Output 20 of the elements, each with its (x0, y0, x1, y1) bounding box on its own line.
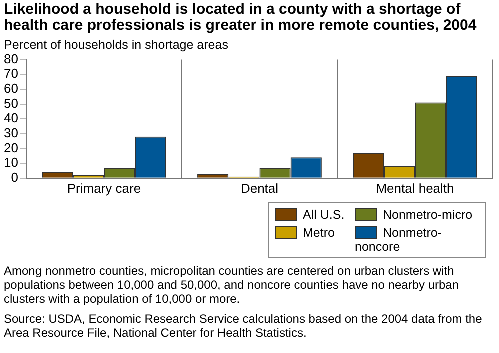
y-tick-label: 20 (4, 140, 18, 156)
y-tick-label: 50 (4, 96, 18, 111)
y-axis-title: Percent of households in shortage areas (4, 38, 230, 52)
x-tick-label: Primary care (67, 180, 142, 196)
source-note: Source: USDA, Economic Research Service calculations based on the 2004 data from the Area Resource File, National Center for Health Statistics. (4, 312, 484, 340)
y-tick-label: 60 (4, 81, 18, 96)
legend-label: All U.S. (302, 208, 346, 222)
legend-label: Nonmetro-micro (382, 208, 474, 222)
text: Among nonmetro counties, micropolitan counties are centered on urban clusters with populations between 10,000 and 50,000, and noncore counties have no nearby urban clusters with a population of 10,000 or more. (4, 264, 460, 306)
chart-title: Likelihood a household is located in a county with a shortage of health care professionals is greater in more remote counties, 2004 (3, 0, 478, 34)
y-tick-label: 10 (4, 155, 18, 170)
legend-label: Metro (302, 226, 336, 242)
x-tick-label: Mental health (376, 180, 454, 196)
y-tick-label: 40 (4, 110, 18, 126)
x-tick-label: Dental (240, 180, 279, 196)
y-tick-label: 80 (4, 51, 18, 66)
y-tick-label: 0 (11, 170, 18, 185)
legend-label: Nonmetro-noncore (355, 226, 444, 254)
y-tick-label: 70 (4, 66, 18, 82)
y-tick-label: 30 (4, 126, 18, 141)
